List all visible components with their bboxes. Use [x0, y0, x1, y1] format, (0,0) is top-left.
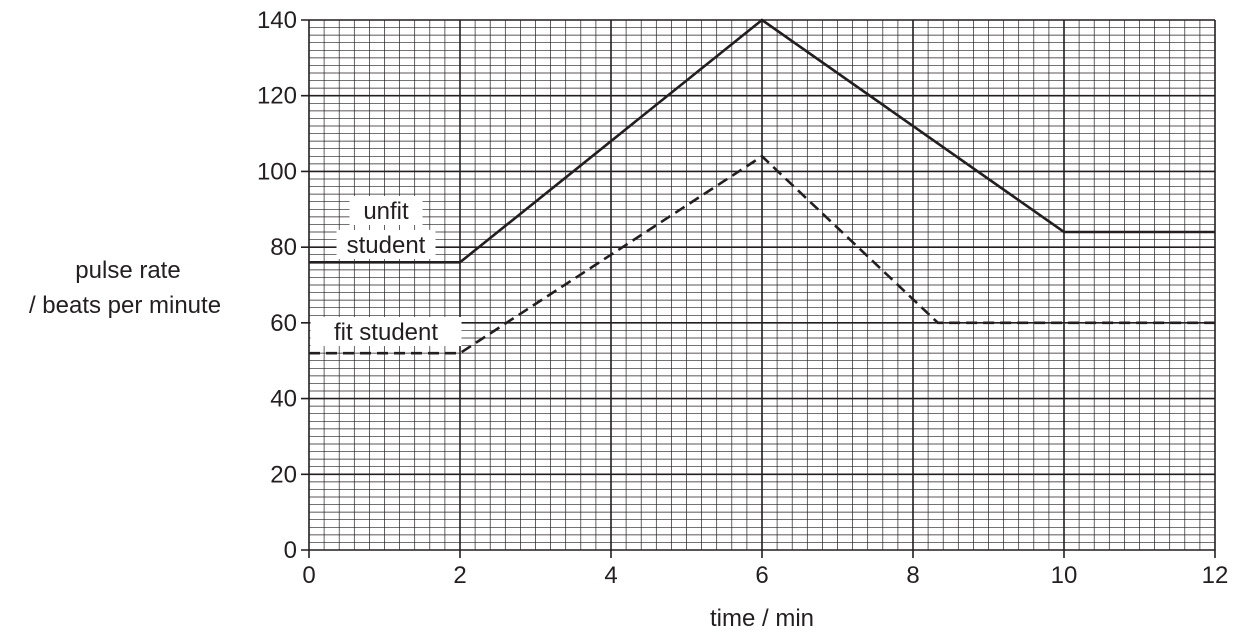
fit-student-line [309, 154, 1215, 355]
x-tick-label: 2 [453, 562, 466, 589]
y-tick-label: 60 [270, 310, 297, 337]
y-tick-label: 120 [257, 83, 297, 110]
y-tick-label: 140 [257, 7, 297, 34]
series-label-backing [349, 196, 423, 225]
y-tick-label: 100 [257, 158, 297, 185]
x-axis-title: time / min [710, 605, 814, 632]
unfit-student-label: unfit [363, 198, 409, 225]
y-tick-label: 0 [284, 537, 297, 564]
y-axis-title-line-1: pulse rate [75, 257, 180, 284]
y-tick-label: 80 [270, 234, 297, 261]
x-tick-label: 4 [604, 562, 617, 589]
x-tick-label: 6 [755, 562, 768, 589]
y-axis-title-line-2: / beats per minute [29, 292, 221, 319]
x-tick-label: 12 [1202, 562, 1229, 589]
x-tick-label: 8 [906, 562, 919, 589]
x-tick-label: 0 [302, 562, 315, 589]
x-tick-label: 10 [1051, 562, 1078, 589]
series-label-backing [310, 317, 462, 346]
unfit-student-line [309, 18, 1215, 264]
y-tick-label: 20 [270, 461, 297, 488]
y-tick-label: 40 [270, 386, 297, 413]
major-gridlines [301, 19, 1216, 558]
major-grid-path [301, 19, 1216, 558]
series-label-backing [336, 230, 436, 259]
unfit-student-label: student [347, 232, 426, 259]
fit-student-label: fit student [334, 319, 438, 346]
series-lines [309, 18, 1215, 355]
series-labels: unfit student fit student [310, 196, 462, 346]
